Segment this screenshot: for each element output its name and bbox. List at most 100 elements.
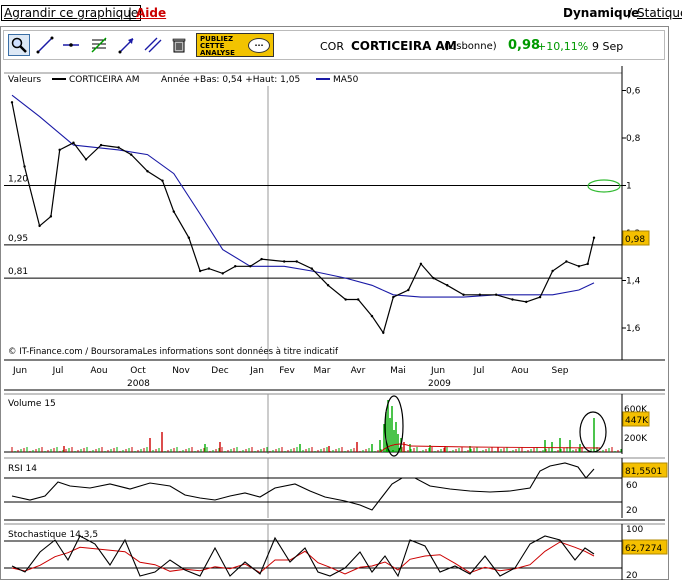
month-label: Aou <box>511 366 528 376</box>
month-label: Oct <box>130 366 146 376</box>
price-points <box>10 101 596 334</box>
price-point <box>295 260 298 263</box>
zoom-icon[interactable] <box>8 34 30 56</box>
price-point <box>586 262 589 266</box>
price-point <box>511 298 514 301</box>
price-point <box>370 314 374 318</box>
legend-ma-label: MA50 <box>333 75 359 85</box>
dynamic-mode-label: Dynamique <box>563 6 640 20</box>
price-point <box>72 141 75 144</box>
mode-separator: / <box>628 6 633 20</box>
price-point <box>234 265 237 268</box>
line-icon[interactable] <box>34 34 56 56</box>
month-label: Jul <box>473 366 485 376</box>
price-point <box>38 224 41 228</box>
price-point <box>129 153 133 156</box>
price-point <box>551 269 554 273</box>
price-point <box>446 284 449 287</box>
toolbar: PUBLIEZ CETTE ANALYSE ... COR CORTICEIRA… <box>3 30 665 60</box>
volume-panel: Volume 15 600K 200K 447K <box>4 393 665 457</box>
price-point <box>419 262 423 266</box>
quote-code: COR <box>320 40 344 53</box>
legend-series-label: CORTICEIRA AM <box>69 75 140 85</box>
stoch-tick-20: 20 <box>626 571 638 581</box>
price-point <box>99 143 103 147</box>
price-point <box>538 295 542 299</box>
price-point <box>310 267 313 270</box>
year-label-2009: 2009 <box>428 379 451 389</box>
rsi-tick-20: 20 <box>626 506 638 516</box>
quote-exchange: (Lisbonne) <box>444 41 497 52</box>
price-point <box>249 265 252 268</box>
price-point <box>10 101 14 104</box>
publish-analysis-button[interactable]: PUBLIEZ CETTE ANALYSE ... <box>196 33 274 57</box>
stoch-k-line <box>11 535 595 578</box>
volume-highlight-september <box>579 411 607 453</box>
horizontal-line-icon[interactable] <box>60 34 82 56</box>
horizontal-line-label: 1,20 <box>8 175 28 185</box>
price-point <box>58 148 61 152</box>
price-point <box>407 288 410 292</box>
month-label: Jun <box>12 366 27 376</box>
main-horizontal-lines: 1,20 0,95 0,81 <box>4 175 622 279</box>
horizontal-line-label: 0,95 <box>8 234 28 244</box>
price-point <box>478 293 482 296</box>
volume-title: Volume 15 <box>8 399 56 409</box>
help-link[interactable]: Aide <box>136 6 167 20</box>
stoch-signal-line <box>11 541 595 575</box>
rsi-title: RSI 14 <box>8 464 37 474</box>
last-value-text: 0,98 <box>625 235 645 245</box>
month-label: Aou <box>90 366 107 376</box>
month-label: Mar <box>314 366 331 376</box>
month-labels: Jun Jul Aou Oct Nov Dec Jan Fev Mar Avr Mai Jun Jul A… <box>12 366 569 376</box>
speech-bubble-icon: ... <box>248 38 270 53</box>
ma50-line <box>11 94 595 298</box>
price-point <box>282 260 286 263</box>
main-y-tick-label: 1,4 <box>626 277 641 287</box>
price-point <box>565 260 568 263</box>
quote-price: 0,98 <box>508 38 541 53</box>
stoch-value-text: 62,7274 <box>625 544 662 554</box>
channel-icon[interactable] <box>142 34 164 56</box>
price-point <box>494 293 498 296</box>
volume-highlight-april <box>384 395 404 457</box>
enlarge-chart-link[interactable]: Agrandir ce graphique <box>1 5 142 21</box>
month-label: Jun <box>430 366 445 376</box>
price-point <box>23 165 26 168</box>
price-point <box>221 272 224 275</box>
last-value-tag <box>622 230 650 246</box>
publish-line-2: CETTE <box>200 42 225 50</box>
volume-average-line <box>379 443 601 453</box>
price-point <box>392 295 395 299</box>
month-label: Jan <box>249 366 264 376</box>
volume-tick-200k: 200K <box>624 434 648 444</box>
price-point <box>525 300 528 304</box>
volume-value-tag <box>622 411 650 427</box>
price-point <box>207 267 211 270</box>
main-price-panel: Valeurs CORTICEIRA AM Année +Bas: 0,54 +… <box>4 66 665 391</box>
publish-line-3: ANALYSE <box>200 49 235 57</box>
stochastic-panel: Stochastique 14,3,5 100 60 20 62,7274 <box>4 523 668 581</box>
price-point <box>172 210 176 213</box>
price-point <box>326 284 330 287</box>
separator: | <box>128 6 133 20</box>
month-label: Mai <box>390 366 406 376</box>
main-y-tick-label: 0,6 <box>626 87 641 97</box>
price-point <box>432 276 435 280</box>
trash-icon[interactable] <box>168 34 190 56</box>
main-y-tick-label: 0,8 <box>626 134 641 144</box>
price-point <box>260 257 263 261</box>
static-mode-link[interactable]: Statique <box>637 6 682 20</box>
rsi-value-tag <box>622 462 668 478</box>
quote-date: 9 Sep <box>592 40 624 53</box>
month-label: Fev <box>279 366 295 376</box>
trend-arrow-icon[interactable] <box>116 34 138 56</box>
stoch-tick-100: 100 <box>626 525 643 535</box>
highlight-ellipse <box>587 179 621 193</box>
chart-frame <box>0 26 669 580</box>
fibonacci-icon[interactable] <box>88 34 110 56</box>
price-point <box>187 236 191 239</box>
volume-bars <box>11 400 622 453</box>
legend-range-label: Année +Bas: 0,54 +Haut: 1,05 <box>161 74 300 85</box>
